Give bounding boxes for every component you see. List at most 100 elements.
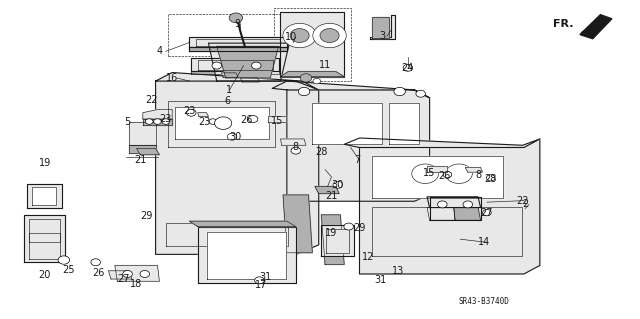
Ellipse shape <box>333 181 342 188</box>
Text: 12: 12 <box>362 252 374 262</box>
Polygon shape <box>221 73 239 77</box>
Polygon shape <box>280 71 344 77</box>
Ellipse shape <box>483 210 492 216</box>
Text: 26: 26 <box>92 268 104 278</box>
Polygon shape <box>136 148 159 155</box>
Text: 14: 14 <box>478 237 490 247</box>
Ellipse shape <box>290 29 309 42</box>
Text: 2: 2 <box>522 199 528 209</box>
Ellipse shape <box>416 90 426 97</box>
Polygon shape <box>108 271 132 279</box>
Text: 16: 16 <box>166 73 179 83</box>
Text: 30: 30 <box>230 132 242 142</box>
Text: 26: 26 <box>438 171 451 181</box>
Polygon shape <box>241 78 259 82</box>
Ellipse shape <box>291 147 301 154</box>
Text: 27: 27 <box>481 208 493 218</box>
Ellipse shape <box>145 119 153 124</box>
Ellipse shape <box>252 62 261 69</box>
Ellipse shape <box>255 277 264 284</box>
Ellipse shape <box>394 87 405 96</box>
Text: 15: 15 <box>271 116 283 126</box>
Ellipse shape <box>313 23 346 48</box>
Polygon shape <box>189 37 287 47</box>
Polygon shape <box>280 139 306 145</box>
Text: 29: 29 <box>141 211 153 221</box>
Polygon shape <box>326 229 349 253</box>
Polygon shape <box>372 207 522 256</box>
Polygon shape <box>372 156 503 198</box>
Polygon shape <box>175 107 269 139</box>
Polygon shape <box>321 225 355 256</box>
Text: FR.: FR. <box>553 19 573 28</box>
Ellipse shape <box>445 164 472 183</box>
Ellipse shape <box>91 259 100 266</box>
Polygon shape <box>427 197 481 208</box>
Ellipse shape <box>300 74 312 82</box>
Polygon shape <box>29 219 60 259</box>
Polygon shape <box>283 195 312 253</box>
Polygon shape <box>217 46 278 78</box>
Polygon shape <box>465 167 483 172</box>
Ellipse shape <box>229 13 243 23</box>
Ellipse shape <box>58 256 70 264</box>
Text: 13: 13 <box>392 266 404 276</box>
Polygon shape <box>198 113 209 116</box>
Ellipse shape <box>283 23 316 48</box>
Ellipse shape <box>463 201 472 208</box>
Polygon shape <box>321 215 344 264</box>
Text: 8: 8 <box>475 170 481 180</box>
Ellipse shape <box>403 64 413 71</box>
Text: 26: 26 <box>241 115 253 125</box>
Polygon shape <box>427 166 447 172</box>
Text: 28: 28 <box>484 174 497 184</box>
Text: 10: 10 <box>285 32 298 42</box>
Text: 5: 5 <box>124 117 131 127</box>
Polygon shape <box>287 90 429 201</box>
Polygon shape <box>27 184 62 208</box>
Polygon shape <box>209 43 289 81</box>
Text: 1: 1 <box>227 85 232 95</box>
Ellipse shape <box>214 117 232 130</box>
Polygon shape <box>191 58 278 71</box>
Text: 30: 30 <box>332 181 344 190</box>
Polygon shape <box>344 138 540 147</box>
Text: 23: 23 <box>198 117 210 127</box>
Polygon shape <box>32 187 56 205</box>
Text: 27: 27 <box>118 274 130 284</box>
Polygon shape <box>315 186 339 194</box>
Polygon shape <box>360 139 540 274</box>
Text: 21: 21 <box>134 155 147 165</box>
Ellipse shape <box>154 119 161 124</box>
Text: 28: 28 <box>315 147 328 157</box>
Text: 25: 25 <box>62 264 74 275</box>
Ellipse shape <box>298 87 310 96</box>
Polygon shape <box>115 265 159 281</box>
Ellipse shape <box>212 62 221 69</box>
Text: 23: 23 <box>159 114 172 124</box>
Text: 31: 31 <box>374 275 387 285</box>
Polygon shape <box>312 103 383 144</box>
Text: 20: 20 <box>38 270 51 280</box>
Polygon shape <box>272 81 429 98</box>
Polygon shape <box>24 215 65 262</box>
Ellipse shape <box>486 175 495 181</box>
Polygon shape <box>427 208 455 220</box>
Polygon shape <box>189 221 296 226</box>
Text: 17: 17 <box>255 280 268 290</box>
Text: 29: 29 <box>353 223 365 234</box>
Polygon shape <box>156 81 319 254</box>
Polygon shape <box>370 15 395 39</box>
Text: 31: 31 <box>260 272 272 282</box>
Text: 21: 21 <box>325 191 338 201</box>
Text: 24: 24 <box>402 63 414 73</box>
Text: 6: 6 <box>225 96 230 106</box>
Text: 9: 9 <box>234 19 240 29</box>
Text: 19: 19 <box>325 228 337 238</box>
Polygon shape <box>389 103 419 144</box>
Polygon shape <box>143 119 172 125</box>
Ellipse shape <box>123 271 132 278</box>
Polygon shape <box>189 47 287 51</box>
Polygon shape <box>143 109 172 119</box>
Ellipse shape <box>344 223 353 230</box>
